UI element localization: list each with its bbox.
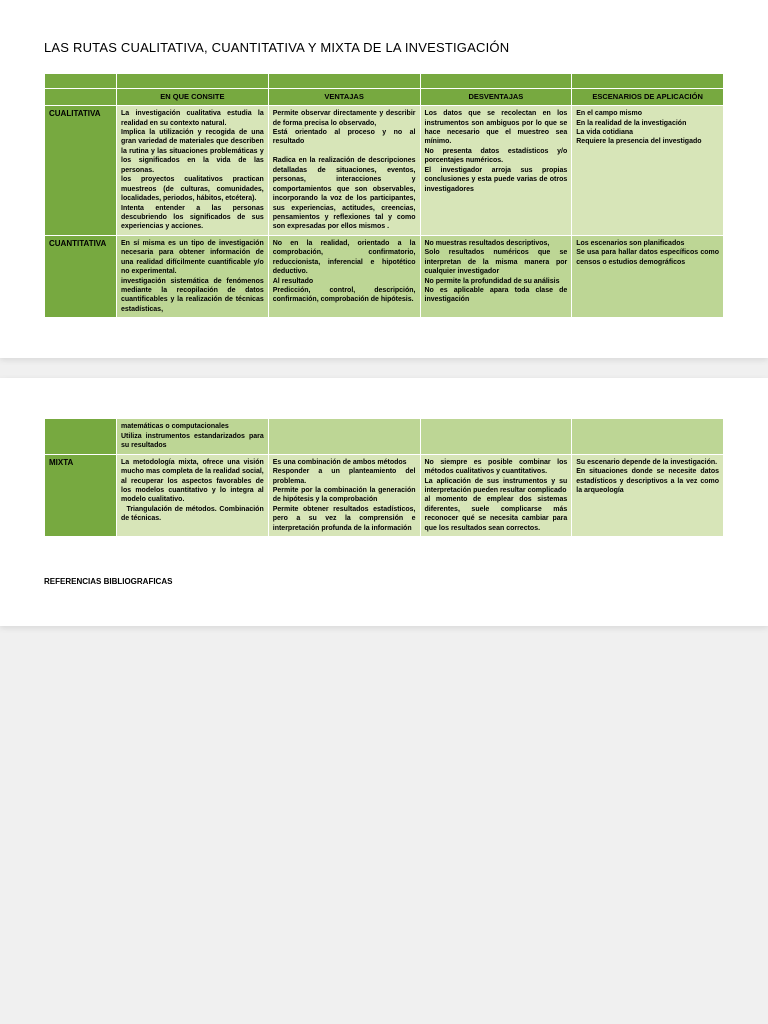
- cuanti-c2: No en la realidad, orientado a la compro…: [268, 235, 420, 318]
- header-row: EN QUE CONSITE VENTAJAS DESVENTAJAS ESCE…: [45, 89, 724, 106]
- references-heading: REFERENCIAS BIBLIOGRAFICAS: [44, 577, 724, 586]
- page-2: matemáticas o computacionalesUtiliza ins…: [0, 378, 768, 626]
- cuanti-cont-c1: matemáticas o computacionalesUtiliza ins…: [117, 419, 269, 454]
- cuanti-c1: En sí misma es un tipo de investigación …: [117, 235, 269, 318]
- cuali-c2: Permite observar directamente y describi…: [268, 106, 420, 236]
- cuali-c1: La investigación cualitativa estudia la …: [117, 106, 269, 236]
- cuali-c3: Los datos que se recolectan en los instr…: [420, 106, 572, 236]
- mixta-c1: La metodología mixta, ofrece una visión …: [117, 454, 269, 537]
- header-strip: [45, 74, 724, 89]
- row-cuantitativa: CUANTITATIVA En sí misma es un tipo de i…: [45, 235, 724, 318]
- hdr-escenarios: ESCENARIOS DE APLICACIÓN: [572, 89, 724, 106]
- page-1: LAS RUTAS CUALITATIVA, CUANTITATIVA Y MI…: [0, 0, 768, 358]
- label-cualitativa: CUALITATIVA: [45, 106, 117, 236]
- label-cuantitativa: CUANTITATIVA: [45, 235, 117, 318]
- research-table-cont: matemáticas o computacionalesUtiliza ins…: [44, 418, 724, 537]
- mixta-c4: Su escenario depende de la investigación…: [572, 454, 724, 537]
- research-table: EN QUE CONSITE VENTAJAS DESVENTAJAS ESCE…: [44, 73, 724, 318]
- hdr-desventajas: DESVENTAJAS: [420, 89, 572, 106]
- cuanti-c4: Los escenarios son planificadosSe usa pa…: [572, 235, 724, 318]
- row-cualitativa: CUALITATIVA La investigación cualitativa…: [45, 106, 724, 236]
- hdr-consiste: EN QUE CONSITE: [117, 89, 269, 106]
- row-mixta: MIXTA La metodología mixta, ofrece una v…: [45, 454, 724, 537]
- mixta-c3: No siempre es posible combinar los métod…: [420, 454, 572, 537]
- cuali-c4: En el campo mismoEn la realidad de la in…: [572, 106, 724, 236]
- mixta-c2: Es una combinación de ambos métodosRespo…: [268, 454, 420, 537]
- hdr-ventajas: VENTAJAS: [268, 89, 420, 106]
- cuanti-c3: No muestras resultados descriptivos,Solo…: [420, 235, 572, 318]
- label-mixta: MIXTA: [45, 454, 117, 537]
- doc-title: LAS RUTAS CUALITATIVA, CUANTITATIVA Y MI…: [44, 40, 724, 55]
- row-cuanti-cont: matemáticas o computacionalesUtiliza ins…: [45, 419, 724, 454]
